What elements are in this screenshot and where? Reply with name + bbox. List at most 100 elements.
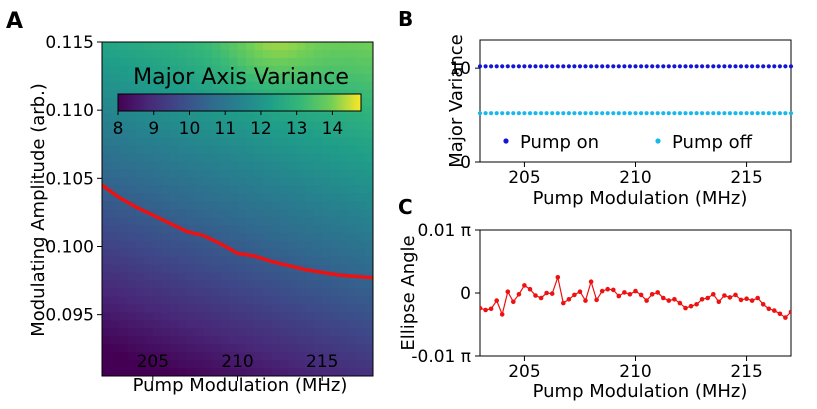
heatmap-cell	[322, 304, 332, 314]
heatmap-cell	[262, 121, 273, 131]
heatmap-cell	[305, 368, 315, 376]
heatmap-cell	[356, 169, 366, 178]
heatmap-cell	[262, 73, 273, 83]
heatmap-cell	[102, 153, 112, 163]
heatmap-cell	[203, 185, 213, 194]
heatmap-cell	[330, 328, 340, 338]
heatmap-cell	[110, 201, 120, 210]
point-pump-on	[744, 64, 749, 69]
heatmap-cell	[135, 169, 146, 178]
heatmap-cell	[305, 169, 315, 178]
point-pump-on	[766, 64, 771, 69]
panel-a-ytick-label: 0.095	[45, 306, 94, 326]
heatmap-cell	[144, 57, 154, 67]
heatmap-cell	[364, 42, 373, 51]
heatmap-cell	[237, 57, 247, 67]
heatmap-cell	[305, 137, 315, 147]
heatmap-cell	[118, 288, 129, 298]
heatmap-cell	[279, 193, 290, 202]
heatmap-cell	[118, 336, 129, 345]
heatmap-cell	[118, 304, 129, 314]
heatmap-cell	[330, 73, 340, 83]
heatmap-cell	[262, 161, 273, 171]
heatmap-cell	[305, 328, 315, 338]
heatmap-cell	[135, 352, 146, 361]
heatmap-cell	[322, 280, 332, 290]
heatmap-cell	[279, 280, 290, 290]
point-pump-on	[761, 64, 766, 69]
heatmap-cell	[110, 121, 120, 131]
heatmap-cell	[322, 272, 332, 282]
heatmap-cell	[364, 121, 373, 131]
heatmap-cell	[313, 201, 323, 210]
ellipse-angle-point	[661, 295, 666, 301]
panel-letter-c: C	[398, 195, 413, 219]
ellipse-angle-point	[649, 292, 655, 297]
heatmap-cell	[135, 177, 146, 186]
heatmap-cell	[288, 320, 298, 330]
heatmap-cell	[203, 161, 213, 171]
heatmap-cell	[178, 288, 188, 298]
heatmap-cell	[220, 113, 230, 123]
heatmap-cell	[178, 193, 188, 202]
heatmap-cell	[212, 272, 222, 282]
heatmap-cell	[203, 57, 213, 67]
heatmap-cell	[203, 344, 213, 353]
heatmap-cell	[237, 73, 247, 83]
heatmap-cell	[144, 352, 154, 361]
heatmap-cell	[152, 193, 163, 202]
heatmap-cell	[135, 193, 146, 202]
heatmap-cell	[262, 272, 273, 282]
heatmap-cell	[288, 312, 298, 322]
heatmap-cell	[102, 328, 112, 338]
heatmap-cell	[339, 344, 349, 353]
heatmap-cell	[364, 137, 373, 147]
heatmap-cell	[356, 360, 366, 369]
heatmap-cell	[313, 129, 323, 139]
heatmap-cell	[118, 328, 129, 338]
heatmap-cell	[271, 65, 281, 75]
heatmap-cell	[288, 49, 298, 59]
heatmap-cell	[152, 320, 163, 330]
heatmap-cell	[364, 296, 373, 306]
heatmap-cell	[313, 232, 323, 242]
heatmap-cell	[288, 296, 298, 306]
heatmap-cell	[347, 42, 357, 51]
heatmap-cell	[161, 81, 171, 91]
heatmap-cell	[203, 288, 213, 298]
heatmap-cell	[322, 336, 332, 345]
heatmap-cell	[347, 129, 357, 139]
point-pump-off	[722, 111, 727, 116]
heatmap-cell	[110, 256, 120, 266]
ellipse-angle-point	[733, 292, 738, 298]
heatmap-cell	[203, 137, 213, 147]
heatmap-cell	[195, 42, 205, 51]
legend-label-pump-off: Pump off	[672, 132, 753, 153]
heatmap-cell	[339, 336, 349, 345]
heatmap-cell	[127, 169, 137, 178]
heatmap-cell	[102, 352, 112, 361]
heatmap-cell	[161, 42, 171, 51]
heatmap-cell	[279, 65, 290, 75]
heatmap-cell	[330, 248, 340, 258]
heatmap-cell	[195, 216, 205, 226]
heatmap-cell	[339, 240, 349, 250]
heatmap-cell	[356, 177, 366, 186]
heatmap-cell	[102, 49, 112, 59]
heatmap-cell	[245, 49, 256, 59]
heatmap-cell	[144, 344, 154, 353]
colorbar-tick-label: 8	[113, 119, 124, 139]
heatmap-cell	[152, 185, 163, 194]
point-pump-off	[661, 111, 666, 116]
heatmap-cell	[229, 256, 239, 266]
heatmap-cell	[237, 113, 247, 123]
heatmap-cell	[212, 240, 222, 250]
heatmap-cell	[152, 161, 163, 171]
heatmap-cell	[339, 264, 349, 274]
heatmap-cell	[347, 344, 357, 353]
heatmap-cell	[127, 81, 137, 91]
heatmap-cell	[322, 201, 332, 210]
heatmap-cell	[161, 201, 171, 210]
heatmap-cell	[229, 121, 239, 131]
ellipse-angle-point	[605, 286, 610, 292]
